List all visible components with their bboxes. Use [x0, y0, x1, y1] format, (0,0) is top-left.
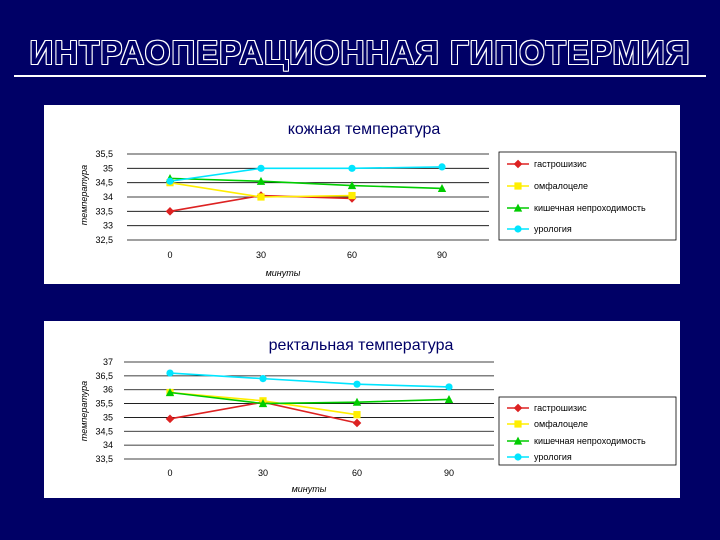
data-point [353, 380, 361, 388]
skin-temperature-chart: 32,5 33 33,5 34 34,5 35 35,5 0 30 60 90 кожная темп… [44, 105, 680, 284]
y-tick-label: 34,5 [95, 426, 113, 436]
legend-marker [514, 453, 522, 461]
y-tick-label: 36,5 [95, 371, 113, 381]
legend-label: омфалоцеле [534, 181, 588, 191]
series-line-4 [169, 372, 450, 388]
data-point [352, 397, 362, 406]
chart-title: кожная температура [288, 121, 441, 138]
y-tick-label: 36 [103, 385, 113, 395]
data-point [165, 388, 175, 397]
y-tick-label: 35 [103, 412, 113, 422]
y-tick-label: 35 [103, 163, 113, 173]
rectal-temperature-chart: 33,5 34 34,5 35 35,5 36 36,5 37 0 30 60 90 ректальна… [44, 321, 680, 498]
legend-marker [513, 436, 523, 445]
y-tick-label: 37 [103, 357, 113, 367]
y-tick-label: 35,5 [95, 399, 113, 409]
title-divider [14, 75, 706, 77]
x-tick-label: 90 [444, 468, 454, 478]
rectal-temperature-chart-svg: 33,5 34 34,5 35 35,5 36 36,5 37 0 30 60 90 ректальна… [79, 337, 677, 494]
x-tick-label: 90 [437, 250, 447, 260]
y-tick-label: 34,5 [95, 178, 113, 188]
data-point [257, 193, 265, 201]
data-point [348, 191, 356, 200]
y-tick-label: 35,5 [95, 149, 113, 159]
y-axis-label: температура [79, 165, 89, 225]
y-tick-label: 33,5 [95, 454, 113, 464]
x-tick-label: 30 [256, 250, 266, 260]
legend-box [498, 151, 677, 241]
x-tick-label: 30 [258, 468, 268, 478]
legend-label: урология [534, 452, 572, 462]
data-point [352, 418, 362, 428]
data-point [348, 164, 356, 172]
series-line-4 [169, 166, 443, 183]
legend-label: кишечная непроходимость [534, 203, 646, 213]
y-tick-label: 33 [103, 221, 113, 231]
data-point [256, 176, 266, 185]
x-axis-label: минуты [266, 268, 301, 278]
legend-marker [514, 225, 522, 233]
y-axis-label: температура [79, 381, 89, 441]
x-tick-label: 0 [167, 468, 172, 478]
x-tick-label: 60 [347, 250, 357, 260]
legend-marker [514, 420, 522, 428]
data-point [165, 414, 175, 424]
series-line-3 [169, 177, 443, 190]
legend-marker [514, 182, 522, 190]
legend-label: гастрошизис [534, 159, 587, 169]
data-point [165, 207, 175, 216]
data-point [257, 164, 265, 172]
slide-title: ИНТРАОПЕРАЦИОННАЯ ГИПОТЕРМИЯ [29, 34, 691, 71]
data-point [445, 383, 453, 391]
legend-marker [513, 159, 523, 169]
x-tick-label: 60 [352, 468, 362, 478]
data-point [166, 369, 174, 377]
legend-label: омфалоцеле [534, 419, 588, 429]
data-point [258, 399, 268, 408]
data-point [438, 163, 446, 171]
y-tick-label: 34 [103, 192, 113, 202]
data-point [437, 184, 447, 192]
data-point [353, 411, 361, 419]
legend-label: урология [534, 224, 572, 234]
chart-title: ректальная температура [269, 337, 454, 354]
skin-temperature-chart-svg: 32,5 33 33,5 34 34,5 35 35,5 0 30 60 90 кожная темп… [79, 121, 677, 278]
legend-label: гастрошизис [534, 403, 587, 413]
legend-label: кишечная непроходимость [534, 436, 646, 446]
data-point [347, 181, 357, 190]
series-line-3 [169, 391, 450, 405]
x-tick-label: 0 [167, 250, 172, 260]
data-point [259, 375, 267, 383]
y-tick-label: 33,5 [95, 206, 113, 216]
y-tick-label: 34 [103, 440, 113, 450]
y-tick-label: 32,5 [95, 235, 113, 245]
x-axis-label: минуты [292, 484, 327, 494]
data-point [166, 177, 174, 185]
data-point [444, 395, 454, 404]
legend-marker [513, 403, 523, 413]
legend-marker [513, 203, 523, 212]
